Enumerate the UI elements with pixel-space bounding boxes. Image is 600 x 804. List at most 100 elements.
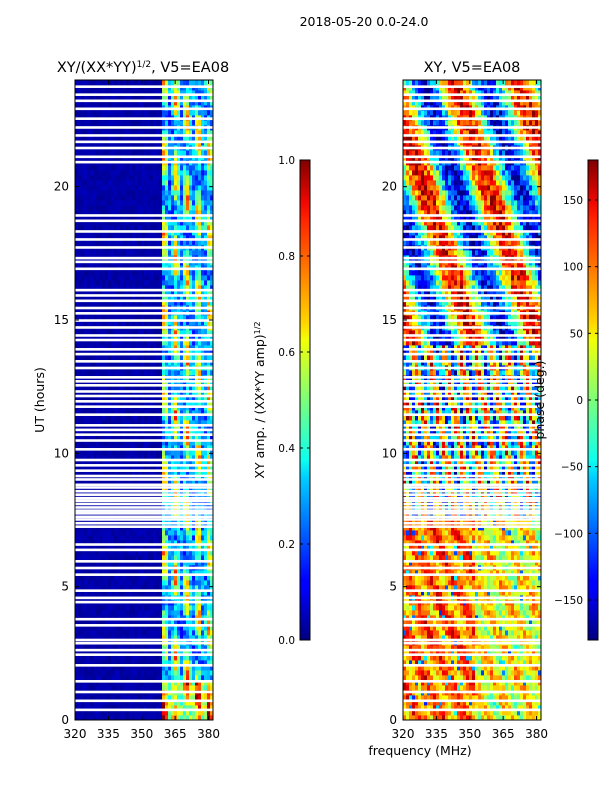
amp-cell [81, 345, 85, 351]
amp-cell [99, 420, 103, 426]
amp-cell [207, 235, 211, 241]
amp-cell [195, 280, 199, 286]
amp-cell [81, 615, 85, 621]
amp-cell [126, 530, 130, 536]
amp-cell [87, 550, 91, 556]
amp-cell [108, 355, 112, 361]
amp-cell [96, 425, 100, 431]
amp-cell [147, 335, 151, 341]
amp-cell [114, 605, 118, 611]
amp-cell [75, 675, 79, 681]
amp-cell [195, 435, 199, 441]
amp-cell [126, 475, 130, 481]
amp-cell [207, 385, 211, 391]
amp-cell [198, 395, 202, 401]
amp-cell [138, 360, 142, 366]
amp-cell [120, 315, 124, 321]
amp-cell [198, 370, 202, 376]
amp-cell [150, 415, 154, 421]
amp-cell [198, 650, 202, 656]
amp-cell [153, 615, 157, 621]
amp-cell [99, 425, 103, 431]
amp-cell [210, 700, 214, 706]
amp-cell [195, 705, 199, 711]
amp-cell [162, 665, 166, 671]
amp-cell [198, 695, 202, 701]
amp-cell [117, 345, 121, 351]
amp-cell [96, 715, 100, 721]
amp-cell [90, 240, 94, 246]
amp-cell [171, 685, 175, 691]
amp-cell [204, 570, 208, 576]
amp-cell [93, 540, 97, 546]
amp-cell [108, 480, 112, 486]
amp-cell [78, 300, 82, 306]
amp-cell [120, 250, 124, 256]
amp-cell [111, 295, 115, 301]
amp-cell [138, 450, 142, 456]
amp-cell [192, 660, 196, 666]
amp-cell [189, 410, 193, 416]
amp-cell [189, 540, 193, 546]
amp-cell [183, 550, 187, 556]
amp-cell [123, 415, 127, 421]
amp-cell [147, 650, 151, 656]
amp-cell [207, 185, 211, 191]
amp-cell [111, 555, 115, 561]
amp-cell [90, 225, 94, 231]
amp-cell [75, 340, 79, 346]
amp-cell [198, 470, 202, 476]
amp-cell [207, 210, 211, 216]
amp-cell [210, 290, 214, 296]
amp-cell [81, 205, 85, 211]
amp-cell [180, 435, 184, 441]
amp-cell [111, 530, 115, 536]
amp-cell [90, 280, 94, 286]
amp-cell [174, 450, 178, 456]
amp-cell [99, 470, 103, 476]
amp-cell [156, 675, 160, 681]
amp-cell [120, 285, 124, 291]
amp-cell [138, 350, 142, 356]
amp-cell [201, 555, 205, 561]
amp-cell [87, 200, 91, 206]
amp-cell [198, 530, 202, 536]
amp-cell [117, 670, 121, 676]
amp-cell [201, 200, 205, 206]
amp-cell [99, 195, 103, 201]
amp-cell [138, 715, 142, 721]
amp-cell [78, 585, 82, 591]
amp-cell [198, 465, 202, 471]
amp-cell [105, 195, 109, 201]
amp-cell [186, 370, 190, 376]
amp-cell [150, 175, 154, 181]
amp-cell [204, 185, 208, 191]
amp-cell [165, 575, 169, 581]
amp-cell [90, 275, 94, 281]
amp-cell [156, 455, 160, 461]
amp-cell [108, 370, 112, 376]
amp-cell [144, 270, 148, 276]
amp-cell [198, 700, 202, 706]
amp-cell [159, 450, 163, 456]
amp-cell [84, 320, 88, 326]
amp-cell [117, 350, 121, 356]
amp-cell [195, 695, 199, 701]
amp-cell [150, 345, 154, 351]
amp-cell [201, 320, 205, 326]
amp-cell [111, 220, 115, 226]
amp-cell [204, 700, 208, 706]
amp-cell [108, 605, 112, 611]
amp-cell [183, 645, 187, 651]
amp-cell [207, 395, 211, 401]
amp-cell [81, 575, 85, 581]
amp-cell [135, 535, 139, 541]
amp-cell [111, 665, 115, 671]
amp-cell [147, 695, 151, 701]
amp-cell [156, 615, 160, 621]
amp-cell [189, 200, 193, 206]
amp-cell [192, 280, 196, 286]
amp-cell [96, 395, 100, 401]
amp-cell [138, 535, 142, 541]
amp-cell [87, 290, 91, 296]
